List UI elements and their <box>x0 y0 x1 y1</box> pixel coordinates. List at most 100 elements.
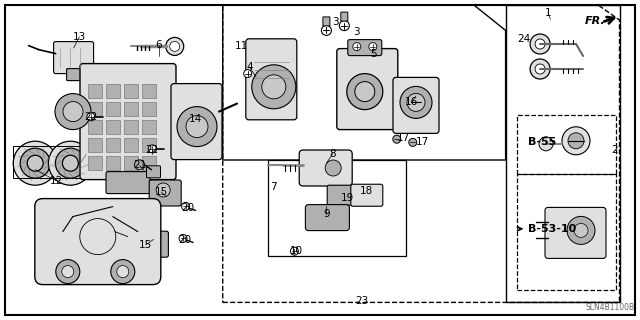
Bar <box>106 120 120 134</box>
Text: 20: 20 <box>181 203 194 213</box>
Circle shape <box>567 216 595 244</box>
Bar <box>142 120 156 134</box>
Circle shape <box>539 137 553 151</box>
Text: SLN4B1100B: SLN4B1100B <box>586 303 635 312</box>
Text: 4: 4 <box>246 62 253 72</box>
FancyBboxPatch shape <box>67 68 93 81</box>
Circle shape <box>63 155 79 171</box>
Bar <box>124 120 138 134</box>
Circle shape <box>28 155 44 171</box>
Bar <box>88 84 102 98</box>
Circle shape <box>179 234 187 243</box>
Circle shape <box>62 266 74 277</box>
Circle shape <box>339 20 349 31</box>
Text: 10: 10 <box>290 246 303 256</box>
Text: 2: 2 <box>611 145 618 156</box>
Circle shape <box>20 148 50 178</box>
Text: 24: 24 <box>517 34 530 44</box>
Circle shape <box>393 135 401 143</box>
Text: 13: 13 <box>73 32 86 42</box>
Bar <box>88 156 102 170</box>
Text: 20: 20 <box>178 235 191 245</box>
Text: 18: 18 <box>360 186 372 196</box>
Bar <box>506 5 620 302</box>
Bar <box>517 115 616 174</box>
Circle shape <box>321 25 332 36</box>
Circle shape <box>291 247 298 255</box>
Bar <box>106 101 120 116</box>
FancyBboxPatch shape <box>136 231 168 257</box>
Text: 23: 23 <box>355 296 368 306</box>
FancyBboxPatch shape <box>54 42 93 74</box>
Text: 9: 9 <box>323 209 330 220</box>
FancyBboxPatch shape <box>327 185 353 205</box>
Text: 22: 22 <box>146 145 159 155</box>
FancyBboxPatch shape <box>35 199 161 284</box>
Text: 12: 12 <box>50 176 63 186</box>
Circle shape <box>156 183 170 197</box>
Text: 19: 19 <box>341 193 354 203</box>
Bar <box>517 174 616 290</box>
FancyBboxPatch shape <box>348 40 382 56</box>
FancyBboxPatch shape <box>246 39 297 120</box>
Circle shape <box>530 34 550 54</box>
Text: 11: 11 <box>236 41 248 52</box>
Bar <box>88 120 102 134</box>
Bar <box>13 146 99 178</box>
Text: 17: 17 <box>397 132 410 143</box>
Text: 16: 16 <box>405 97 418 108</box>
Circle shape <box>186 116 208 138</box>
Bar <box>106 84 120 98</box>
Circle shape <box>562 127 590 155</box>
Circle shape <box>409 138 417 146</box>
Circle shape <box>13 141 57 185</box>
FancyBboxPatch shape <box>171 84 222 160</box>
Circle shape <box>574 223 588 237</box>
Circle shape <box>568 133 584 149</box>
FancyBboxPatch shape <box>147 166 161 178</box>
Circle shape <box>87 113 95 121</box>
Text: 8: 8 <box>330 148 336 159</box>
Text: 6: 6 <box>156 40 162 51</box>
Bar <box>106 156 120 170</box>
Circle shape <box>535 64 545 74</box>
FancyBboxPatch shape <box>323 17 330 26</box>
Circle shape <box>56 148 85 178</box>
Bar <box>142 101 156 116</box>
Circle shape <box>55 93 91 130</box>
Circle shape <box>369 43 377 51</box>
Text: 3: 3 <box>332 17 339 28</box>
Circle shape <box>134 160 145 170</box>
Text: 3: 3 <box>353 27 360 37</box>
Text: FR.: FR. <box>585 16 605 26</box>
Text: 15: 15 <box>140 240 152 250</box>
Bar <box>142 84 156 98</box>
Bar <box>106 138 120 152</box>
FancyBboxPatch shape <box>305 204 349 231</box>
FancyBboxPatch shape <box>351 184 383 206</box>
Circle shape <box>325 160 341 176</box>
Circle shape <box>252 65 296 109</box>
Text: B-53-10: B-53-10 <box>528 224 576 234</box>
Text: 17: 17 <box>416 137 429 148</box>
Circle shape <box>148 145 156 153</box>
FancyBboxPatch shape <box>341 12 348 21</box>
Bar <box>124 138 138 152</box>
Circle shape <box>111 260 135 284</box>
Text: 21: 21 <box>133 160 146 171</box>
Circle shape <box>177 107 217 147</box>
Circle shape <box>262 75 286 99</box>
Bar <box>124 101 138 116</box>
Bar <box>124 156 138 170</box>
Text: 15: 15 <box>155 187 168 197</box>
Circle shape <box>400 86 432 118</box>
FancyBboxPatch shape <box>80 64 176 180</box>
FancyBboxPatch shape <box>149 180 181 206</box>
Text: B-55: B-55 <box>528 137 556 148</box>
Bar <box>142 138 156 152</box>
Text: 22: 22 <box>84 112 97 122</box>
Circle shape <box>407 93 425 111</box>
Text: 1: 1 <box>545 8 551 18</box>
Text: 5: 5 <box>370 49 376 60</box>
Circle shape <box>182 202 189 211</box>
